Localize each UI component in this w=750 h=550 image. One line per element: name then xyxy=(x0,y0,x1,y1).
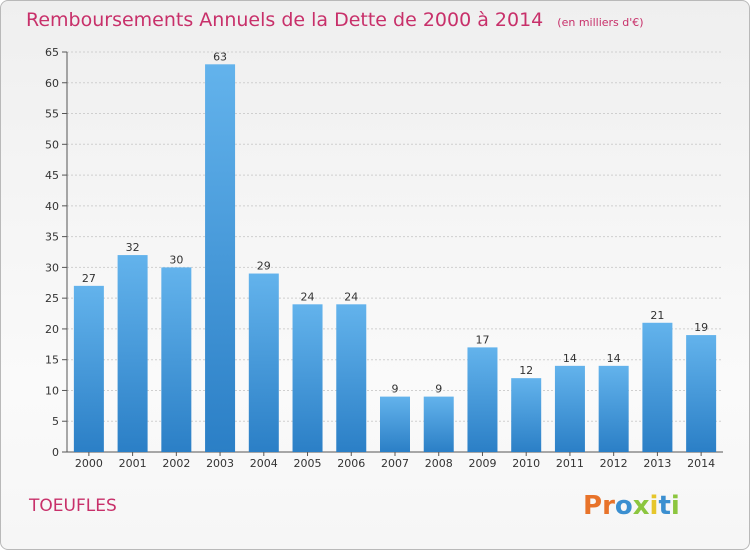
x-tick-label-2006: 2006 xyxy=(337,457,365,470)
y-tick-label: 50 xyxy=(45,138,59,151)
bar-2003 xyxy=(205,64,236,453)
bar-2005 xyxy=(292,304,323,452)
x-tick-label-2013: 2013 xyxy=(643,457,671,470)
chart-title: Remboursements Annuels de la Dette de 20… xyxy=(26,9,644,31)
logo-letter: i xyxy=(670,491,680,521)
y-tick-label: 0 xyxy=(52,446,59,459)
x-tick-label-2009: 2009 xyxy=(468,457,496,470)
x-tick-label-2004: 2004 xyxy=(250,457,278,470)
data-label-2002: 30 xyxy=(169,253,183,266)
y-tick-label: 35 xyxy=(45,231,59,244)
y-tick-label: 60 xyxy=(45,77,59,90)
y-tick-label: 25 xyxy=(45,292,59,305)
bars xyxy=(73,64,717,453)
logo-letter: o xyxy=(614,491,633,521)
x-tick-label-2010: 2010 xyxy=(512,457,540,470)
y-tick-label: 15 xyxy=(45,354,59,367)
bar-2009 xyxy=(467,347,498,452)
data-label-2014: 19 xyxy=(694,321,708,334)
x-tick-label-2005: 2005 xyxy=(294,457,322,470)
y-tick-label: 10 xyxy=(45,384,59,397)
chart-unit-label: (en milliers d'€) xyxy=(557,16,644,29)
x-tick-label-2012: 2012 xyxy=(600,457,628,470)
data-label-2011: 14 xyxy=(563,352,577,365)
bar-2000 xyxy=(73,285,104,452)
data-label-2004: 29 xyxy=(257,260,271,273)
data-label-2006: 24 xyxy=(344,290,358,303)
x-tick-label-2014: 2014 xyxy=(687,457,715,470)
axes: 0 5 10 15 20 25 30 35 40 45 50 55 60 65 2000 2001 2002 20… xyxy=(45,46,723,470)
bar-2007 xyxy=(380,396,410,452)
data-label-2013: 21 xyxy=(650,309,664,322)
logo-letter: t xyxy=(658,491,671,521)
bar-2002 xyxy=(161,267,192,452)
logo-letter: r xyxy=(602,491,615,521)
data-label-2001: 32 xyxy=(126,241,140,254)
bar-2012 xyxy=(598,365,629,452)
y-tick-label: 45 xyxy=(45,169,59,182)
proxiti-logo[interactable]: Proxiti xyxy=(583,491,680,521)
x-tick-label-2000: 2000 xyxy=(75,457,103,470)
data-label-2000: 27 xyxy=(82,272,96,285)
y-tick-label: 65 xyxy=(45,46,59,59)
y-tick-label: 20 xyxy=(45,323,59,336)
logo-letter: P xyxy=(583,491,603,521)
x-tick-label-2011: 2011 xyxy=(556,457,584,470)
logo-letter: i xyxy=(649,491,659,521)
bar-2006 xyxy=(336,304,367,452)
bar-2008 xyxy=(423,396,454,452)
bar-2004 xyxy=(248,273,279,452)
data-label-2005: 24 xyxy=(301,290,315,303)
bar-2011 xyxy=(554,365,585,452)
y-tick-label: 55 xyxy=(45,108,59,121)
data-label-2009: 17 xyxy=(475,333,489,346)
commune-name: TOEUFLES xyxy=(29,496,117,516)
data-label-2007: 9 xyxy=(392,383,399,396)
bar-2001 xyxy=(117,255,148,452)
bar-2014 xyxy=(686,335,717,452)
bar-2013 xyxy=(642,322,673,452)
x-tick-label-2007: 2007 xyxy=(381,457,409,470)
y-tick-label: 30 xyxy=(45,261,59,274)
data-label-2008: 9 xyxy=(435,383,442,396)
chart-title-text: Remboursements Annuels de la Dette de 20… xyxy=(26,9,544,31)
data-label-2010: 12 xyxy=(519,364,533,377)
x-tick-label-2008: 2008 xyxy=(425,457,453,470)
data-label-2003: 63 xyxy=(213,50,227,63)
logo-letter: x xyxy=(632,491,650,521)
x-tick-label-2001: 2001 xyxy=(119,457,147,470)
data-labels: 27 32 30 63 29 24 24 9 9 17 12 14 14 21 19 xyxy=(82,50,708,395)
x-tick-label-2002: 2002 xyxy=(162,457,190,470)
bar-2010 xyxy=(511,378,542,452)
y-tick-label: 40 xyxy=(45,200,59,213)
y-tick-label: 5 xyxy=(52,415,59,428)
x-tick-label-2003: 2003 xyxy=(206,457,234,470)
data-label-2012: 14 xyxy=(607,352,621,365)
